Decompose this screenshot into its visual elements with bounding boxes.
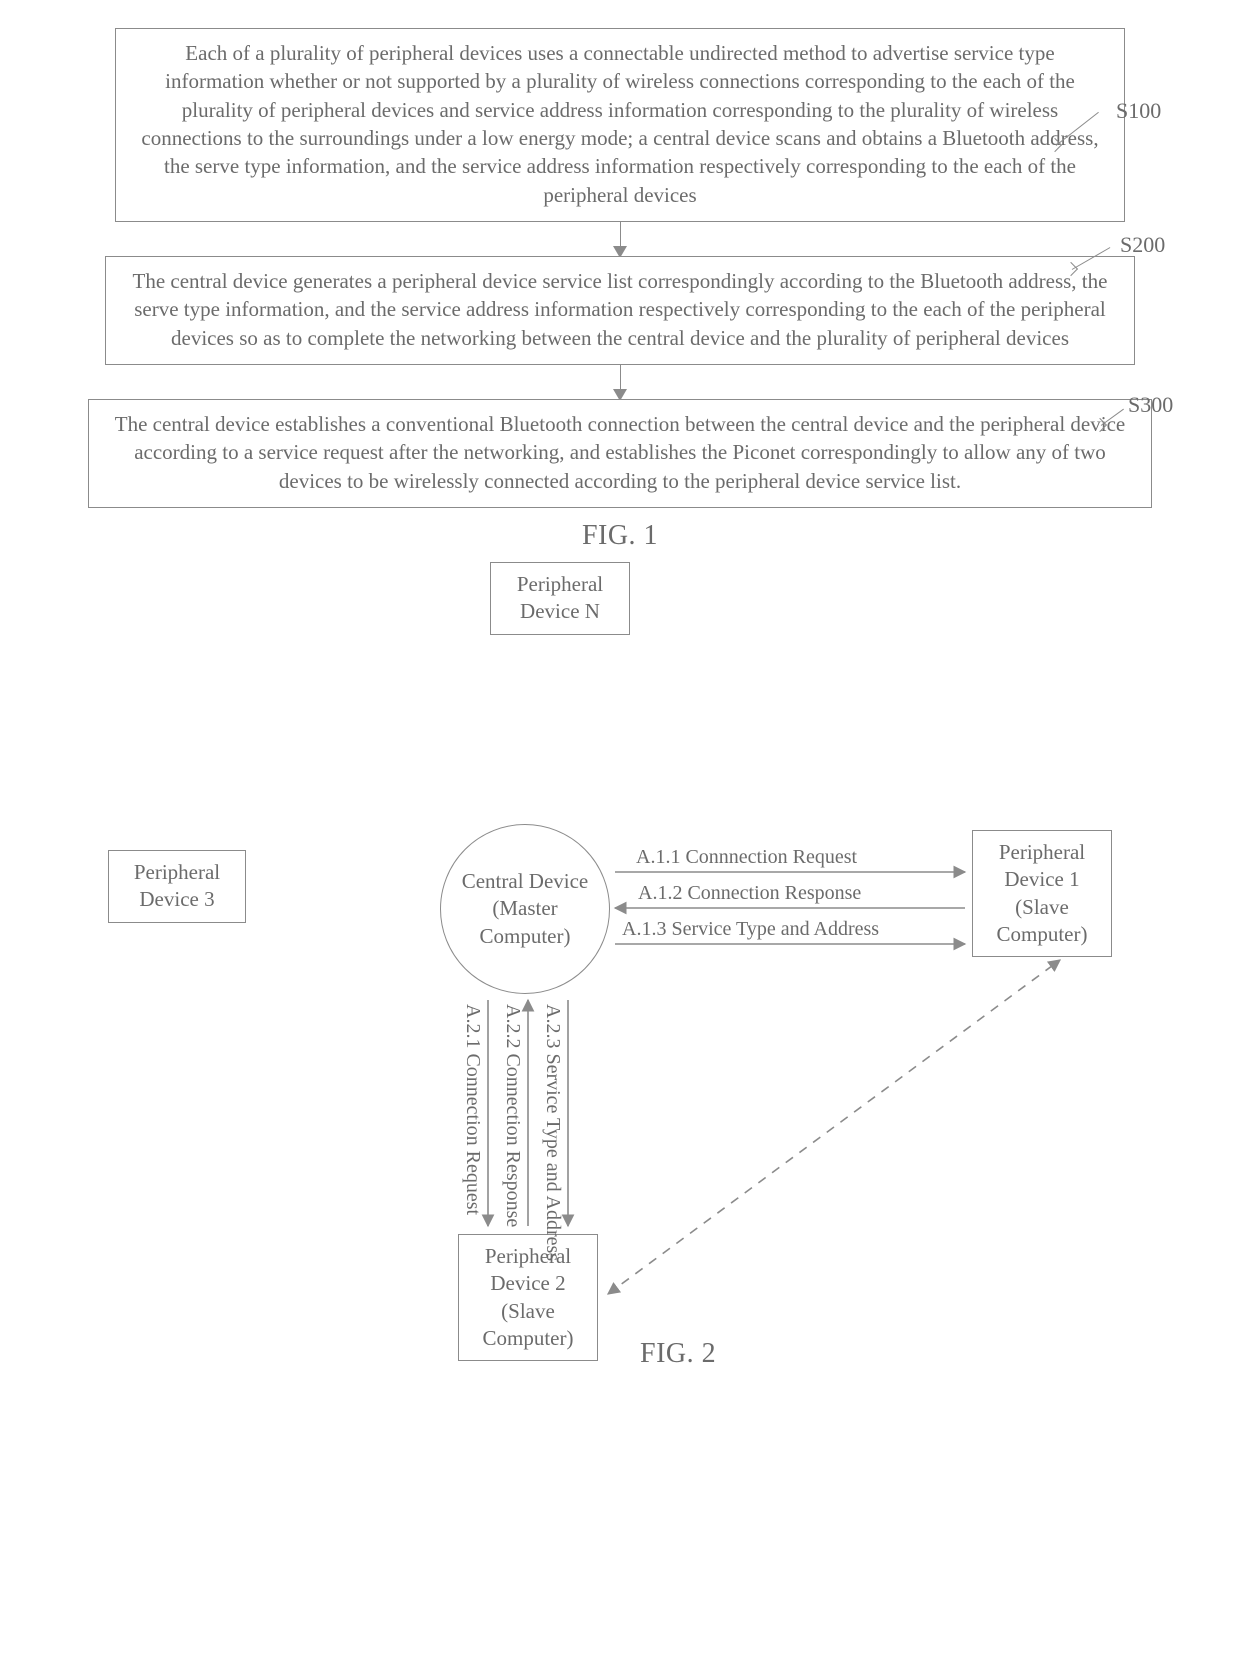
flow-step-s300-text: The central device establishes a convent…	[115, 412, 1125, 493]
node-peripheral-3-label: PeripheralDevice 3	[134, 860, 220, 911]
label-a13: A.1.3 Service Type and Address	[622, 918, 879, 941]
fig1-caption: FIG. 1	[32, 520, 1208, 552]
flow-step-s100: Each of a plurality of peripheral device…	[115, 28, 1125, 222]
node-peripheral-n-label: PeripheralDevice N	[517, 572, 603, 623]
fig1-wrapper: Each of a plurality of peripheral device…	[40, 28, 1200, 508]
node-central-device-label: Central Device(MasterComputer)	[462, 868, 589, 950]
label-s200: S200	[1120, 232, 1165, 258]
label-a12: A.1.2 Connection Response	[638, 882, 861, 905]
node-peripheral-1-label: PeripheralDevice 1(SlaveComputer)	[997, 840, 1088, 946]
fig2-lines	[60, 562, 1180, 1382]
node-peripheral-3: PeripheralDevice 3	[108, 850, 246, 923]
label-s100: S100	[1116, 98, 1161, 124]
node-central-device: Central Device(MasterComputer)	[440, 824, 610, 994]
label-a11: A.1.1 Connnection Request	[636, 846, 857, 869]
label-s300: S300	[1128, 392, 1173, 418]
node-peripheral-2: PeripheralDevice 2(SlaveComputer)	[458, 1234, 598, 1361]
flow-step-s300: The central device establishes a convent…	[88, 399, 1152, 508]
flow-step-s200: The central device generates a periphera…	[105, 256, 1135, 365]
flow-step-s200-text: The central device generates a periphera…	[133, 269, 1108, 350]
fig2-caption: FIG. 2	[640, 1338, 716, 1370]
node-peripheral-1: PeripheralDevice 1(SlaveComputer)	[972, 830, 1112, 957]
node-peripheral-n: PeripheralDevice N	[490, 562, 630, 635]
fig2-diagram: PeripheralDevice N PeripheralDevice 3 Ce…	[60, 562, 1180, 1382]
label-a23: A.2.3 Service Type and Address	[541, 1004, 564, 1261]
flow-step-s100-text: Each of a plurality of peripheral device…	[141, 41, 1098, 207]
label-a21: A.2.1 Connection Request	[461, 1004, 484, 1215]
label-a22: A.2.2 Connection Response	[501, 1004, 524, 1227]
